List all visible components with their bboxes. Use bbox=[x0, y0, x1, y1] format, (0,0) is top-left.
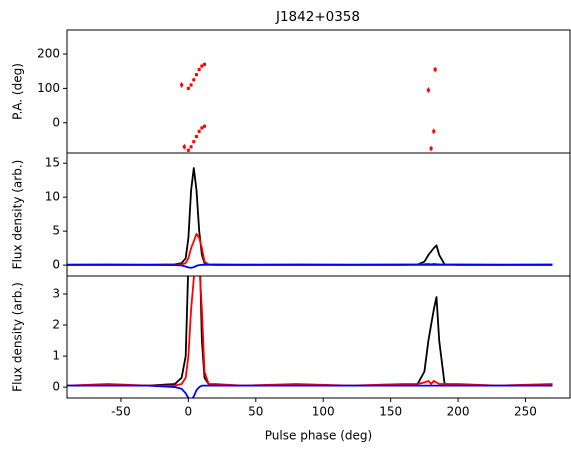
x-tick-label: 250 bbox=[514, 405, 537, 419]
x-axis-label: Pulse phase (deg) bbox=[265, 429, 372, 443]
axes-frame bbox=[66, 29, 571, 154]
y-axis-label: Flux density (arb.) bbox=[11, 282, 25, 392]
x-tick-label: 100 bbox=[312, 405, 335, 419]
x-tick-label: 0 bbox=[185, 405, 193, 419]
pa-point bbox=[189, 145, 193, 149]
y-tick-label: 0 bbox=[52, 380, 60, 394]
x-tick-label: 200 bbox=[447, 405, 470, 419]
x-tick-label: -50 bbox=[111, 405, 131, 419]
profile-line bbox=[67, 384, 553, 398]
y-tick-label: 1 bbox=[52, 349, 60, 363]
pa-point bbox=[186, 86, 190, 90]
pa-point bbox=[180, 83, 184, 87]
pa-point bbox=[197, 68, 201, 72]
y-axis-label: P.A. (deg) bbox=[11, 63, 25, 120]
pa-point bbox=[197, 129, 201, 133]
x-tick-label: 50 bbox=[248, 405, 263, 419]
y-tick-label: 100 bbox=[37, 81, 60, 95]
y-tick-label: 3 bbox=[52, 287, 60, 301]
x-tick-label: 150 bbox=[379, 405, 402, 419]
y-tick-label: 0 bbox=[52, 115, 60, 129]
y-tick-label: 2 bbox=[52, 318, 60, 332]
pa-point bbox=[194, 73, 198, 77]
y-tick-label: 5 bbox=[52, 224, 60, 238]
y-tick-label: 15 bbox=[45, 156, 60, 170]
profile-line bbox=[67, 263, 553, 269]
profile-line bbox=[67, 167, 553, 266]
pa-point bbox=[203, 124, 207, 128]
pa-point bbox=[433, 68, 437, 72]
profile-line bbox=[67, 233, 553, 266]
pa-point bbox=[200, 126, 204, 130]
pa-point bbox=[200, 64, 204, 68]
y-tick-label: 10 bbox=[45, 190, 60, 204]
profile-line bbox=[67, 276, 553, 387]
pa-point bbox=[194, 135, 198, 139]
y-axis-label: Flux density (arb.) bbox=[11, 160, 25, 270]
pa-point bbox=[189, 83, 193, 87]
y-tick-label: 200 bbox=[37, 47, 60, 61]
y-tick-label: 0 bbox=[52, 258, 60, 272]
plot-area bbox=[67, 167, 553, 269]
pa-point bbox=[429, 147, 433, 151]
axes-frame bbox=[66, 152, 571, 277]
pa-point bbox=[192, 140, 196, 144]
pa-point bbox=[432, 129, 436, 133]
pa-point bbox=[182, 145, 186, 149]
pa-point bbox=[203, 62, 207, 66]
axes-frame bbox=[66, 275, 571, 399]
chart-title: J1842+0358 bbox=[275, 9, 360, 25]
pa-point bbox=[192, 78, 196, 82]
pa-point bbox=[186, 148, 190, 152]
pa-point bbox=[426, 88, 430, 92]
plot-area bbox=[67, 276, 553, 398]
plot-area bbox=[180, 62, 437, 152]
